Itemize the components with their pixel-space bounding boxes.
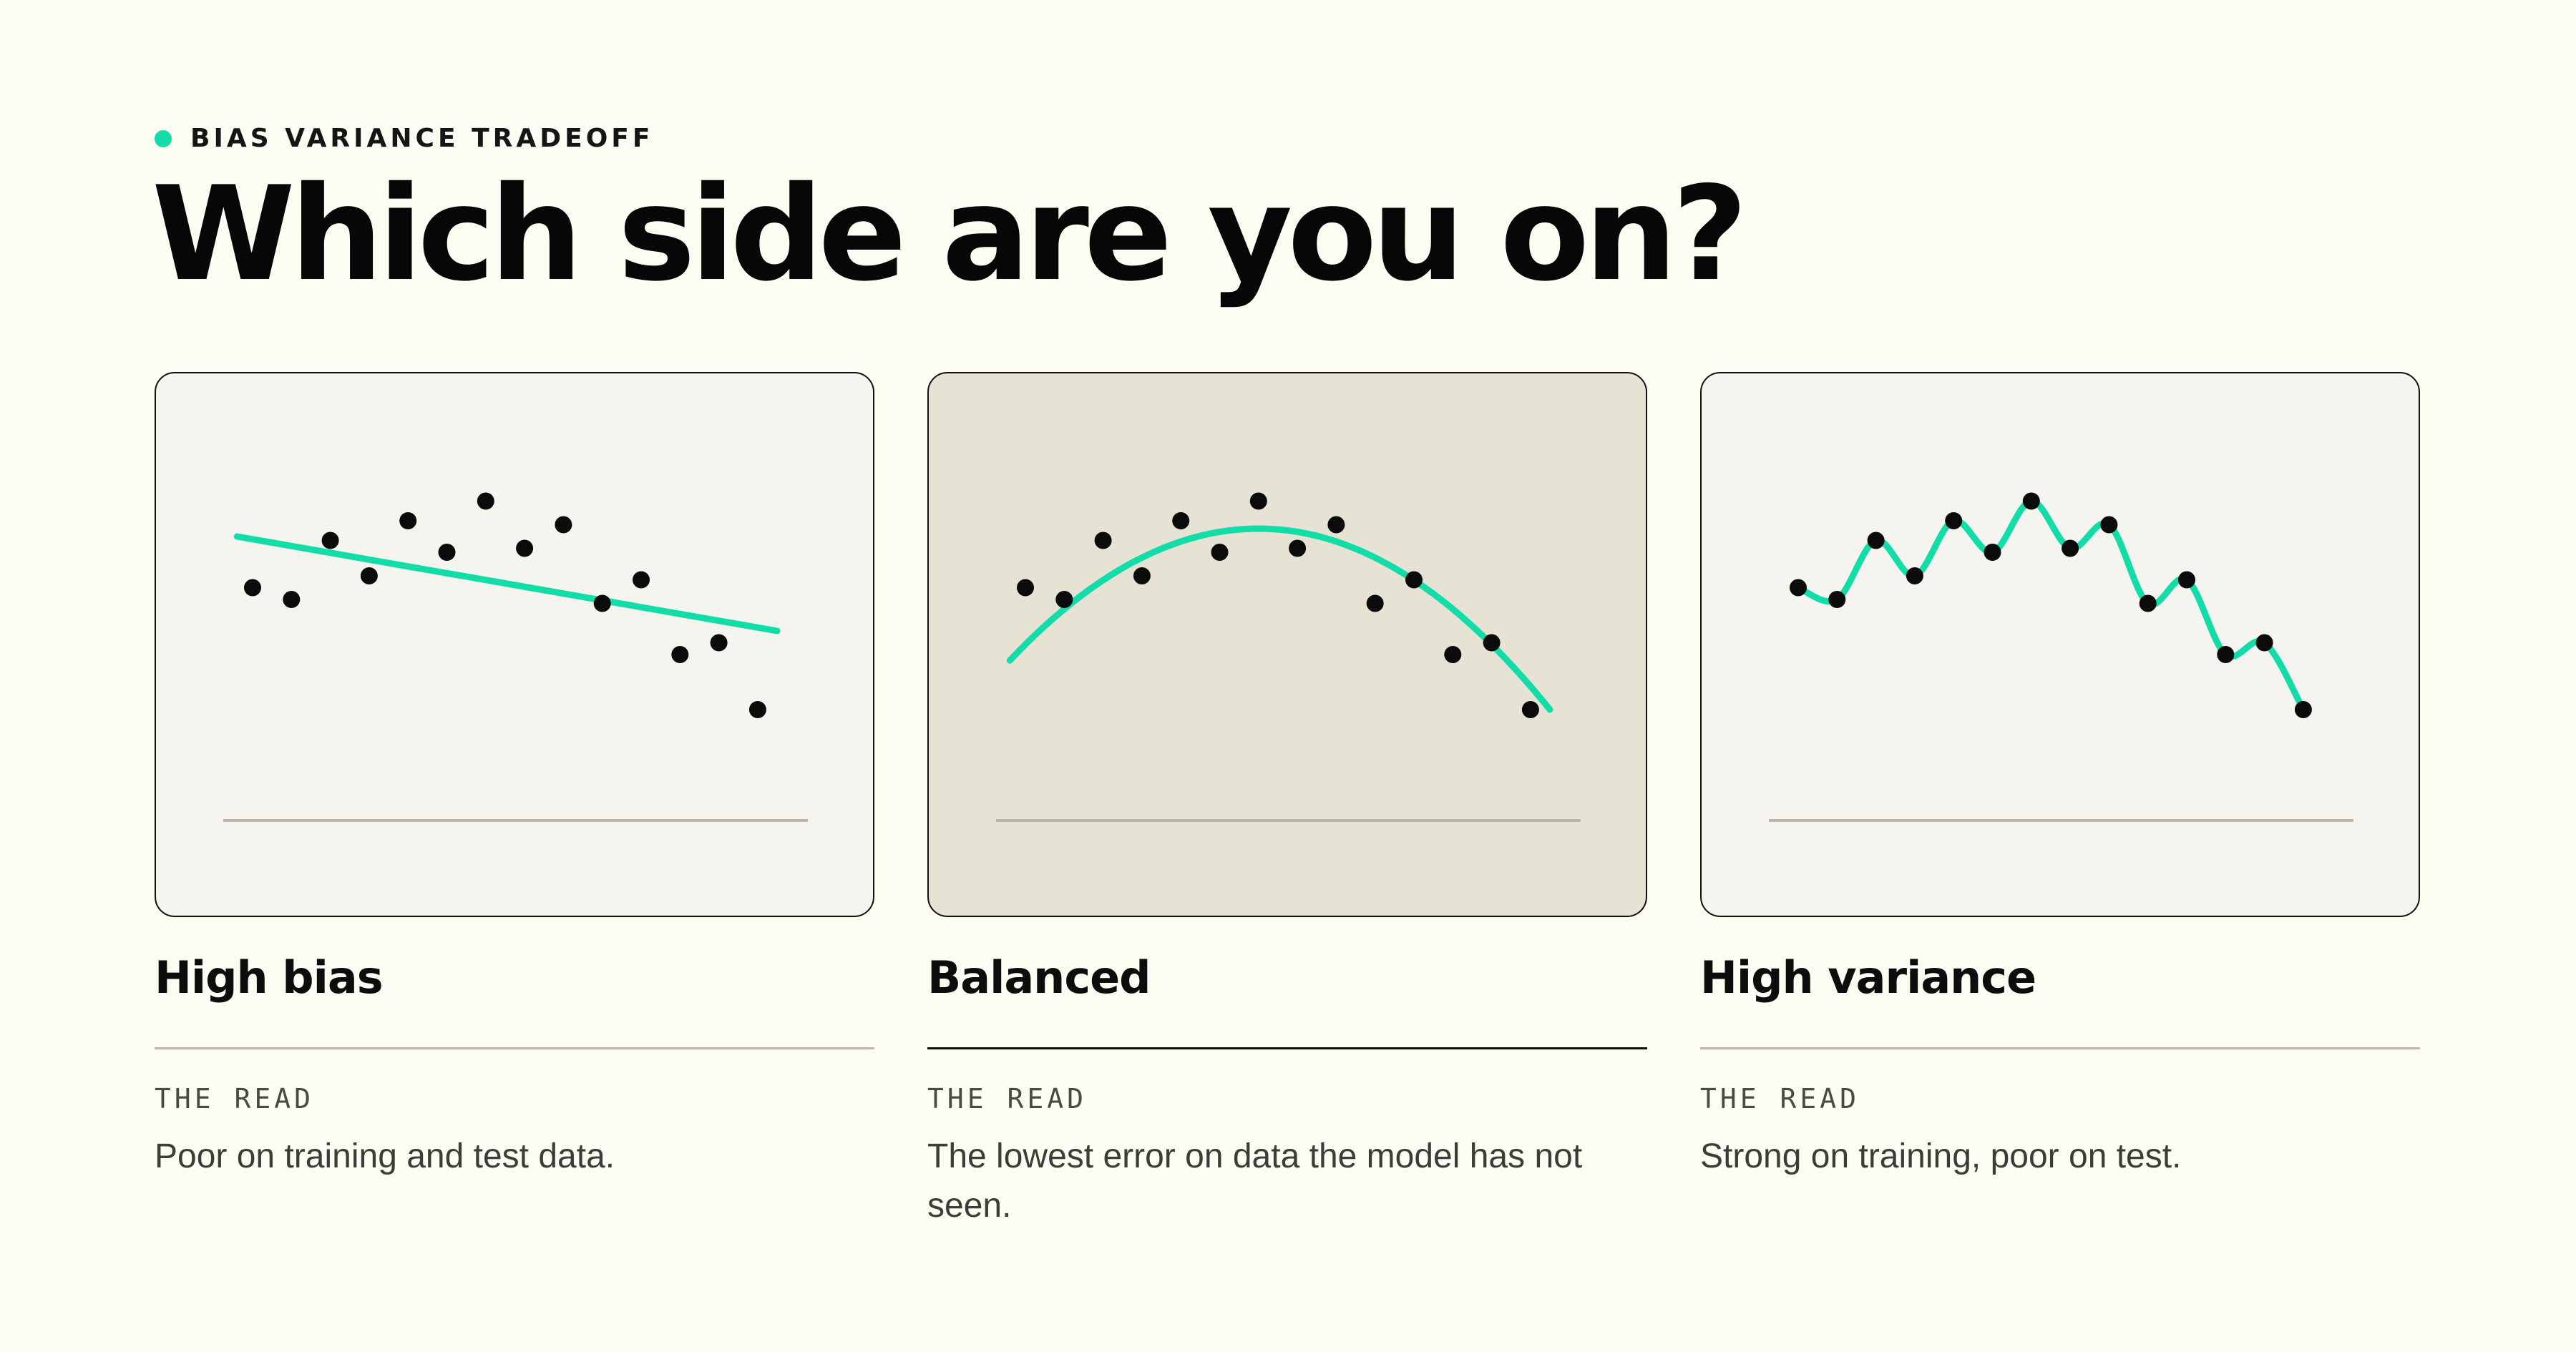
data-point — [633, 571, 650, 589]
data-point — [2217, 646, 2235, 663]
data-point — [1327, 516, 1345, 534]
data-point — [477, 492, 494, 510]
data-point — [2100, 516, 2118, 534]
balanced-chart — [996, 492, 1581, 822]
chart-card — [1700, 372, 2420, 917]
data-point — [1405, 571, 1423, 589]
panel-title: High bias — [155, 951, 384, 1004]
panel-high-variance: High variance THE READ Strong on trainin… — [1700, 0, 2420, 1259]
panel-description: Poor on training and test data. — [155, 1137, 615, 1175]
data-point — [360, 567, 378, 584]
eyebrow-label: BIAS VARIANCE TRADEOFF — [190, 124, 654, 153]
data-point — [2294, 701, 2312, 718]
chart-card — [927, 372, 1647, 917]
accent-dot-icon — [155, 129, 172, 147]
fit-curve — [1006, 525, 1553, 713]
data-point — [1094, 532, 1112, 549]
data-point — [2022, 492, 2040, 510]
data-point — [244, 579, 261, 597]
data-point — [1017, 579, 1034, 597]
read-label: THE READ — [155, 1083, 315, 1115]
panel-description: Strong on training, poor on test. — [1700, 1137, 2182, 1175]
data-point — [1133, 567, 1151, 584]
data-point — [1483, 634, 1501, 652]
data-point — [710, 634, 728, 652]
data-point — [671, 646, 689, 663]
data-point — [1906, 567, 1923, 584]
data-point — [399, 512, 417, 529]
data-point — [516, 539, 534, 557]
data-point — [748, 701, 766, 718]
panel-title: Balanced — [927, 951, 1151, 1004]
panel-title: High variance — [1700, 951, 2036, 1004]
read-label: THE READ — [927, 1083, 1088, 1115]
page-title: Which side are you on? — [152, 158, 1747, 310]
data-point — [2255, 634, 2273, 652]
data-point — [2062, 539, 2079, 557]
data-point — [1521, 701, 1539, 718]
data-point — [1790, 579, 1807, 597]
panel-description: The lowest error on data the model has n… — [927, 1137, 1583, 1225]
eyebrow: BIAS VARIANCE TRADEOFF — [155, 124, 654, 153]
data-point — [1444, 646, 1462, 663]
data-point — [2139, 594, 2157, 612]
data-point — [593, 594, 611, 612]
data-point — [1172, 512, 1190, 529]
fit-line — [233, 533, 781, 635]
panel-balanced: Balanced THE READ The lowest error on da… — [927, 0, 1647, 1259]
high-variance-chart — [1769, 492, 2353, 822]
data-point — [1945, 512, 1963, 529]
data-point — [1366, 594, 1384, 612]
chart-card — [155, 372, 874, 917]
data-point — [2178, 571, 2195, 589]
read-label: THE READ — [1700, 1083, 1860, 1115]
divider — [155, 1047, 874, 1049]
data-point — [321, 532, 339, 549]
divider — [1700, 1047, 2420, 1049]
data-point — [438, 544, 456, 561]
data-point — [1211, 544, 1229, 561]
high-bias-chart — [223, 492, 808, 822]
data-point — [1867, 532, 1885, 549]
divider — [927, 1047, 1647, 1049]
data-point — [1984, 544, 2001, 561]
panel-high-bias: High bias THE READ Poor on training and … — [155, 0, 874, 1259]
data-point — [1055, 591, 1073, 608]
data-point — [1828, 591, 1846, 608]
data-point — [283, 591, 301, 608]
data-point — [1289, 539, 1307, 557]
data-point — [1249, 492, 1267, 510]
data-point — [555, 516, 572, 534]
